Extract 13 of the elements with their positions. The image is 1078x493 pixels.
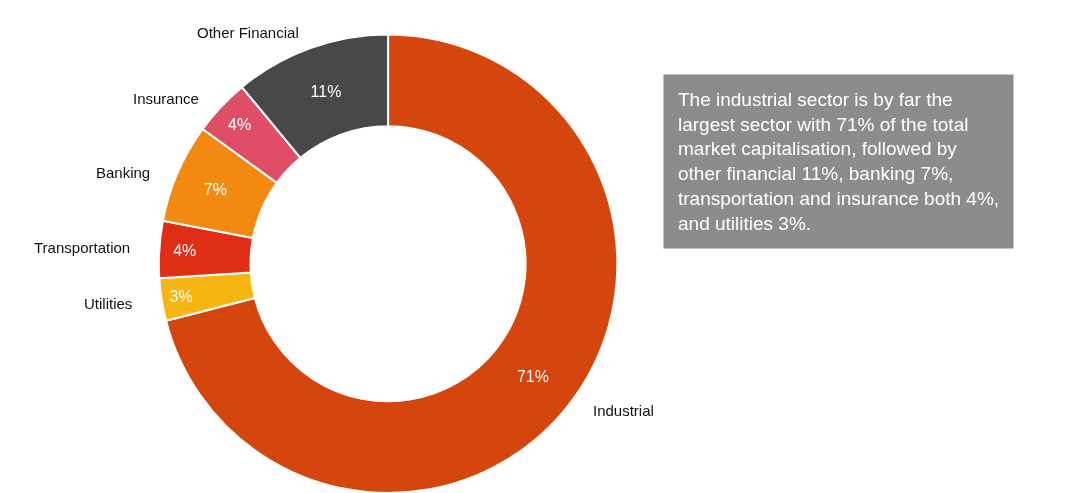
slice-label: Utilities [84,295,133,312]
data-label: 11% [310,82,342,100]
slice-label: Other Financial [197,24,299,41]
data-label: 4% [228,115,252,133]
data-label: 71% [516,367,550,385]
text: The industrial sector is by far the largest sector with 71% of the total market capitalisation, followed by other financial 11%, banking 7%, transportation and insurance both 4%, and utilities 3%. [678,89,1000,234]
slice-label: Transportation [34,239,131,256]
slice-label: Banking [96,164,151,181]
data-label: 3% [169,288,193,306]
slice-label: Industrial [593,402,654,419]
data-label: 7% [203,180,227,198]
slice-label: Insurance [133,90,199,107]
data-label: 4% [173,242,197,260]
